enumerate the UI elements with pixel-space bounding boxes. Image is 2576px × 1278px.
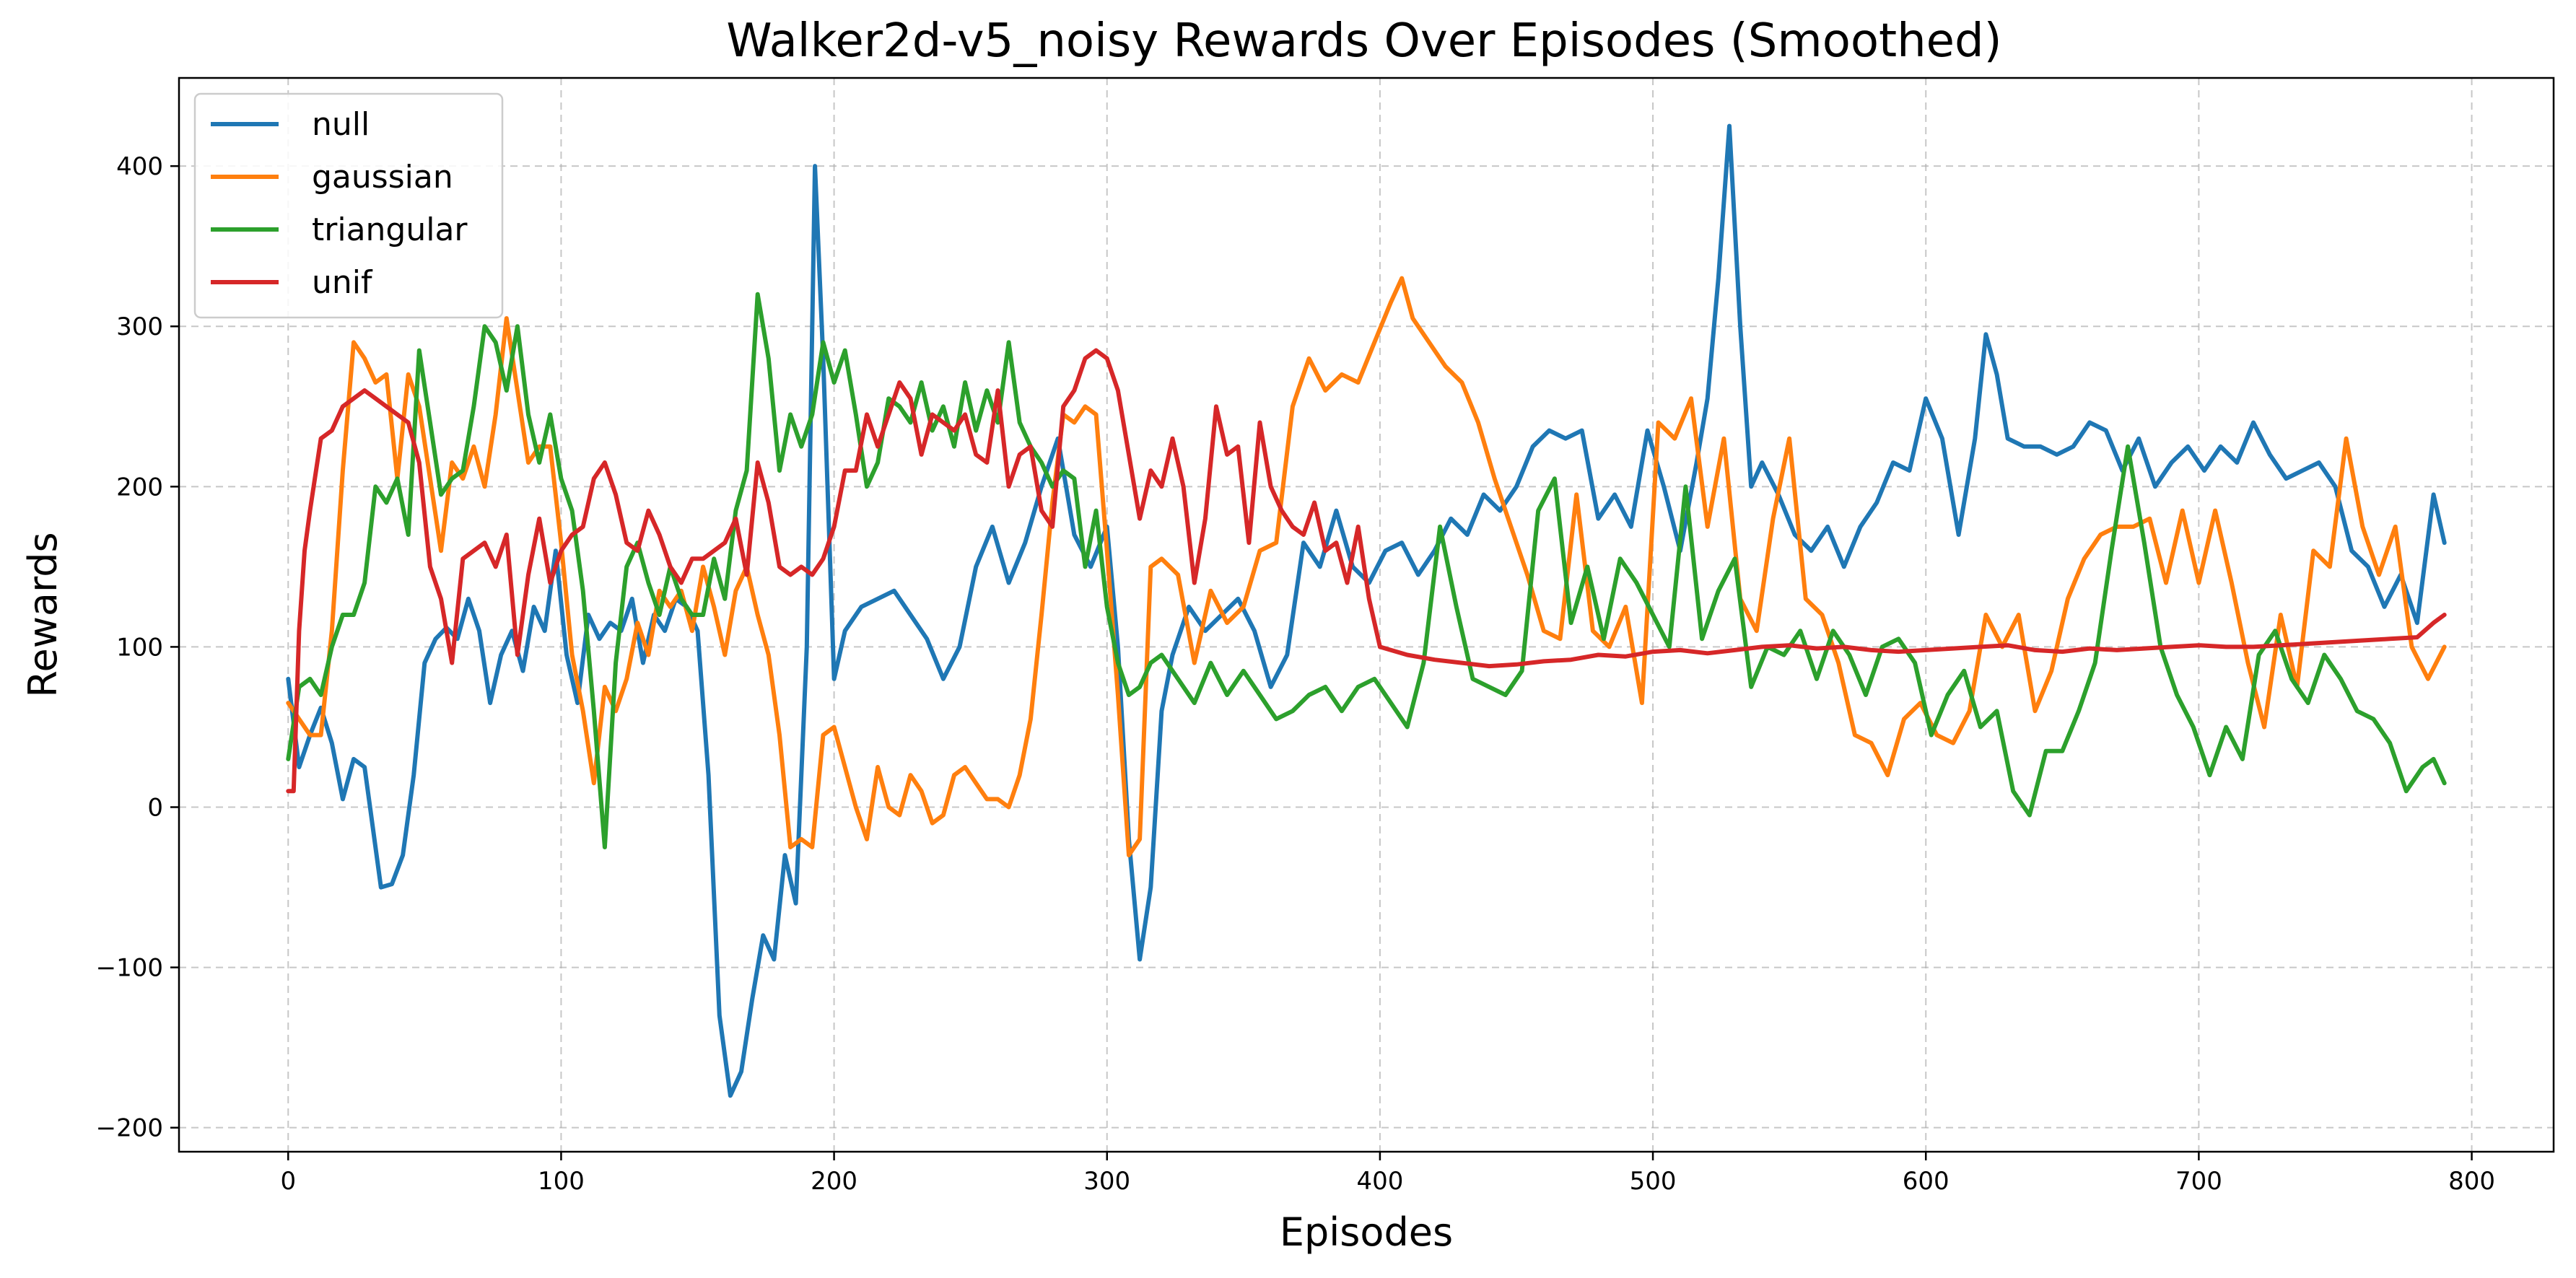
y-axis-label: Rewards <box>20 532 66 697</box>
legend: null gaussian triangular unif <box>193 92 504 319</box>
plot-frame <box>178 76 2555 1153</box>
legend-label-gaussian: gaussian <box>312 159 453 196</box>
x-tick-label: 400 <box>1356 1167 1403 1196</box>
legend-label-null: null <box>312 106 370 143</box>
legend-label-triangular: triangular <box>312 211 468 248</box>
legend-label-unif: unif <box>312 264 373 301</box>
x-tick-label: 300 <box>1083 1167 1130 1196</box>
x-tick-label: 200 <box>811 1167 857 1196</box>
x-tick-label: 100 <box>538 1167 585 1196</box>
legend-box <box>193 92 504 319</box>
series-lines <box>286 123 2447 1098</box>
x-tick-label: 500 <box>1630 1167 1677 1196</box>
y-tick-label: 0 <box>147 794 163 823</box>
series-line-null <box>286 123 2447 1098</box>
chart-title: Walker2d-v5_noisy Rewards Over Episodes … <box>726 14 2001 68</box>
x-axis-label: Episodes <box>1280 1209 1453 1255</box>
series-line-triangular <box>286 292 2447 849</box>
y-tick-label: −100 <box>96 954 163 983</box>
y-tick-label: −200 <box>96 1114 163 1143</box>
y-tick-label: 200 <box>116 473 163 502</box>
y-tick-label: 400 <box>116 152 163 181</box>
x-tick-label: 600 <box>1903 1167 1950 1196</box>
y-tick-label: 100 <box>116 633 163 662</box>
x-axis-ticks: 0 100 200 300 400 500 600 700 800 <box>280 1152 2495 1196</box>
legend-items: null gaussian triangular unif <box>211 106 468 301</box>
y-tick-label: 300 <box>116 312 163 341</box>
x-tick-label: 800 <box>2448 1167 2495 1196</box>
x-tick-label: 0 <box>280 1167 296 1196</box>
x-tick-label: 700 <box>2175 1167 2222 1196</box>
series-line-unif <box>286 348 2447 794</box>
y-axis-ticks: −200 −100 0 100 200 300 400 <box>96 152 179 1143</box>
series-line-gaussian <box>286 276 2447 858</box>
